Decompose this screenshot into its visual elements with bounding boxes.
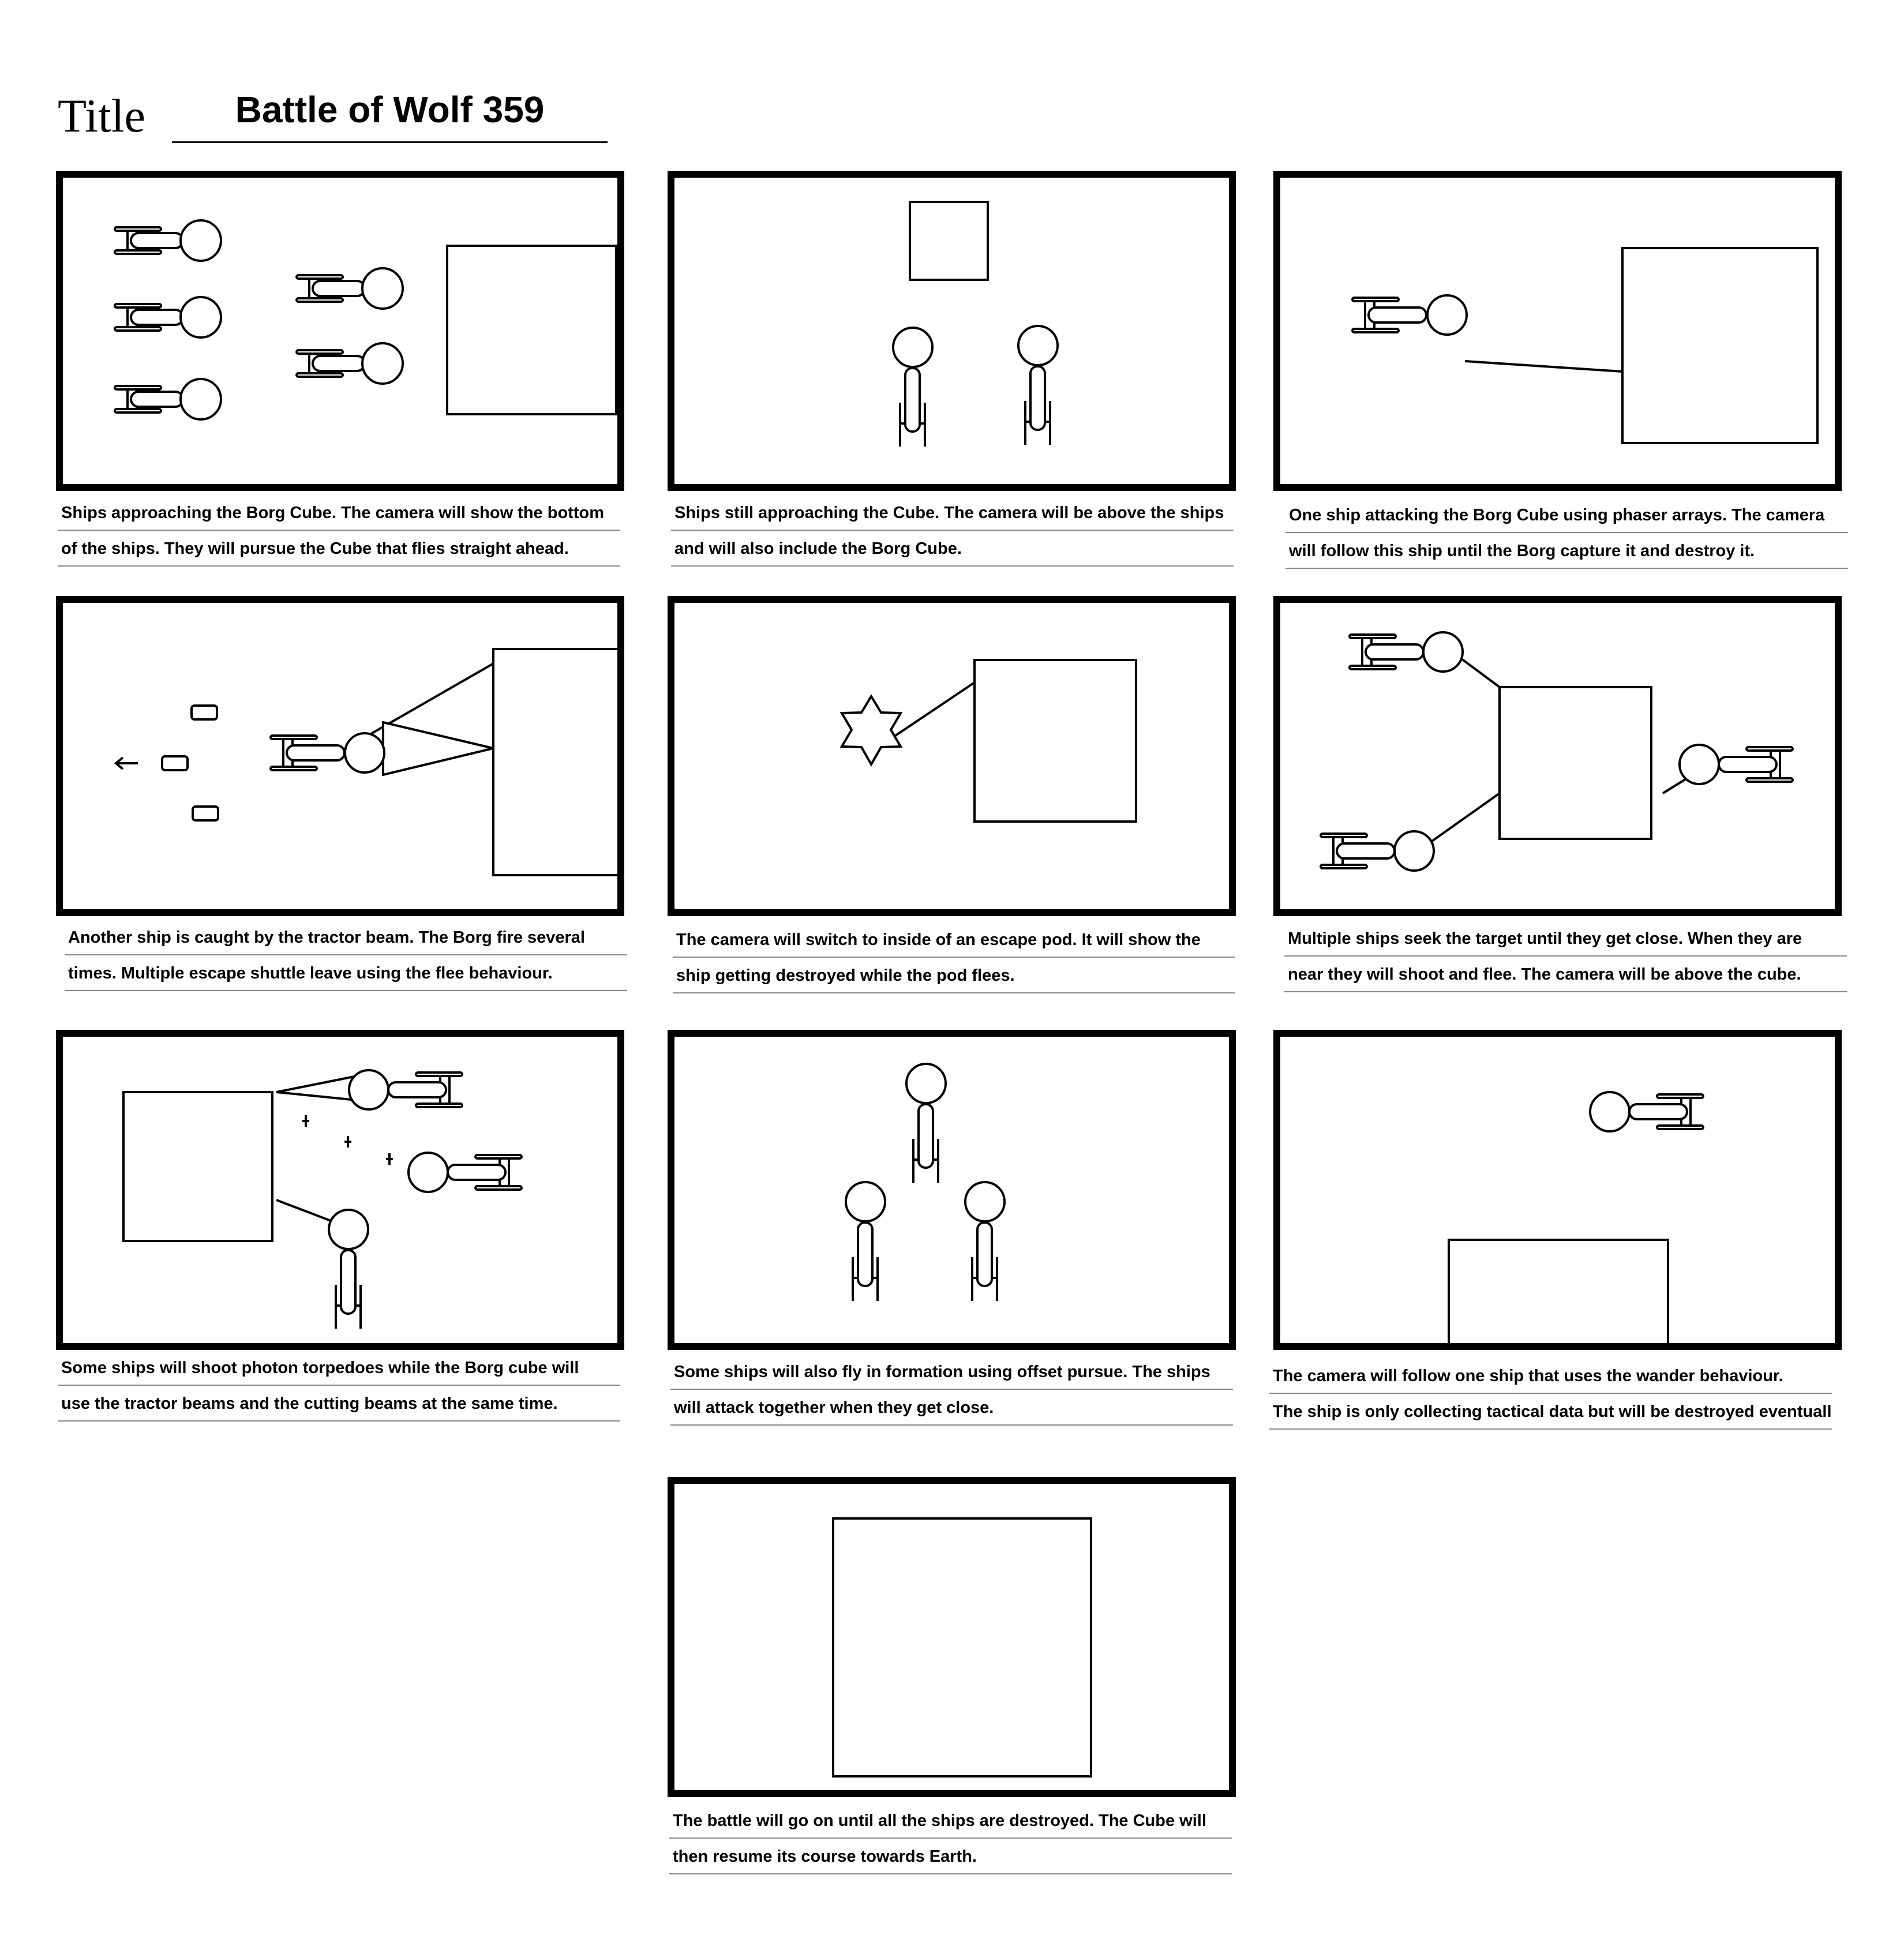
starship-3 <box>328 1209 369 1329</box>
starship-top-1 <box>892 327 934 447</box>
borg-cube <box>446 245 617 415</box>
storyboard-panel-2 <box>668 171 1236 491</box>
borg-cube <box>909 201 989 281</box>
storyboard-panel-5 <box>668 596 1236 916</box>
caption-panel-7: Some ships will shoot photon torpedoes w… <box>58 1350 620 1422</box>
caption-panel-3: One ship attacking the Borg Cube using p… <box>1285 497 1848 569</box>
phaser-beam <box>1464 360 1623 373</box>
caption-line: Some ships will also fly in formation us… <box>670 1354 1233 1390</box>
caption-line: The camera will switch to inside of an e… <box>673 922 1235 958</box>
caption-panel-8: Some ships will also fly in formation us… <box>670 1354 1233 1426</box>
panel-9-drawing <box>1448 1091 1704 1343</box>
caption-line: The battle will go on until all the ship… <box>669 1803 1232 1839</box>
caption-line: One ship attacking the Borg Cube using p… <box>1285 497 1848 533</box>
panel-7-drawing <box>122 1069 523 1329</box>
starship-3 <box>1678 744 1794 785</box>
panel-5-drawing <box>839 659 1137 823</box>
caption-line: times. Multiple escape shuttle leave usi… <box>65 955 627 991</box>
panel-1-drawing <box>114 219 617 421</box>
borg-cube <box>1621 247 1819 444</box>
caption-line: The ship is only collecting tactical dat… <box>1269 1394 1832 1430</box>
starship-1 <box>348 1069 463 1111</box>
starship-left <box>845 1181 886 1301</box>
caption-line: and will also include the Borg Cube. <box>671 531 1234 567</box>
escape-shuttle <box>161 755 189 771</box>
tractor-beam <box>382 721 494 777</box>
caption-panel-10: The battle will go on until all the ship… <box>669 1803 1232 1874</box>
beam-line <box>1429 792 1501 843</box>
tractor-beam-line <box>358 659 499 742</box>
starship <box>1351 294 1468 336</box>
caption-line: will follow this ship until the Borg cap… <box>1285 533 1848 569</box>
title-label: Title <box>58 89 145 142</box>
borg-cube <box>973 659 1137 823</box>
starship-lead <box>905 1063 947 1183</box>
storyboard-panel-3 <box>1273 171 1842 491</box>
photon-torpedoes <box>302 1115 393 1165</box>
borg-cube <box>122 1091 273 1242</box>
storyboard-panel-7 <box>56 1030 624 1350</box>
starship <box>1589 1091 1704 1132</box>
storyboard-panel-10 <box>668 1477 1236 1797</box>
photon-torpedo-icon <box>302 1115 309 1127</box>
borg-cube <box>1498 686 1652 840</box>
caption-line: then resume its course towards Earth. <box>669 1839 1232 1874</box>
caption-line: ship getting destroyed while the pod fle… <box>673 958 1235 993</box>
panel-4-drawing <box>114 648 617 876</box>
caption-line: Some ships will shoot photon torpedoes w… <box>58 1350 620 1386</box>
caption-line: The camera will follow one ship that use… <box>1269 1358 1832 1394</box>
panel-2-drawing <box>892 201 1059 447</box>
escape-shuttle <box>192 805 219 822</box>
starship-2 <box>1320 830 1435 872</box>
photon-torpedo-icon <box>386 1153 393 1165</box>
panel-10-drawing <box>832 1517 1092 1777</box>
caption-panel-9: The camera will follow one ship that use… <box>1269 1358 1832 1430</box>
caption-line: near they will shoot and flee. The camer… <box>1284 957 1847 992</box>
storyboard-panel-4 <box>56 596 624 916</box>
caption-line: will attack together when they get close… <box>670 1390 1233 1426</box>
caption-line: use the tractor beams and the cutting be… <box>58 1386 620 1422</box>
starship-3 <box>114 378 222 421</box>
caption-panel-6: Multiple ships seek the target until the… <box>1284 921 1847 992</box>
escape-shuttle <box>190 704 218 721</box>
caption-line: Ships still approaching the Cube. The ca… <box>671 495 1234 531</box>
beam-line <box>894 681 976 737</box>
panel-3-drawing <box>1351 247 1819 444</box>
caption-panel-2: Ships still approaching the Cube. The ca… <box>671 495 1234 567</box>
panel-8-drawing <box>845 1063 1006 1301</box>
cutting-beam <box>276 1199 340 1225</box>
starship-5 <box>295 342 404 385</box>
caption-line: of the ships. They will pursue the Cube … <box>58 531 620 567</box>
starship-right <box>964 1181 1006 1301</box>
storyboard-panel-1 <box>56 171 624 491</box>
starship-top-2 <box>1017 325 1059 445</box>
caption-panel-4: Another ship is caught by the tractor be… <box>65 920 627 991</box>
borg-cube <box>832 1517 1092 1777</box>
starship-1 <box>1348 631 1464 673</box>
borg-cube <box>1448 1239 1669 1343</box>
starship-1 <box>114 219 222 262</box>
storyboard-panel-6 <box>1273 596 1842 916</box>
starship-2 <box>407 1152 523 1193</box>
caption-line: Multiple ships seek the target until the… <box>1284 921 1847 957</box>
tractor-beam <box>276 1074 358 1102</box>
panel-6-drawing <box>1320 631 1794 872</box>
caption-panel-1: Ships approaching the Borg Cube. The cam… <box>58 495 620 567</box>
caption-line: Ships approaching the Borg Cube. The cam… <box>58 495 620 531</box>
caption-line: Another ship is caught by the tractor be… <box>65 920 627 955</box>
starship-4 <box>295 267 404 310</box>
storyboard-panel-8 <box>668 1030 1236 1350</box>
storyboard-panel-9 <box>1273 1030 1842 1350</box>
starship-2 <box>114 296 222 339</box>
caption-panel-5: The camera will switch to inside of an e… <box>673 922 1235 993</box>
photon-torpedo-icon <box>344 1136 351 1148</box>
explosion-star-icon <box>839 694 903 767</box>
storyboard-title: Battle of Wolf 359 <box>235 89 545 130</box>
starship <box>269 732 385 774</box>
title-underline <box>172 141 608 143</box>
borg-cube <box>492 648 617 876</box>
flee-arrow-icon <box>114 756 138 770</box>
